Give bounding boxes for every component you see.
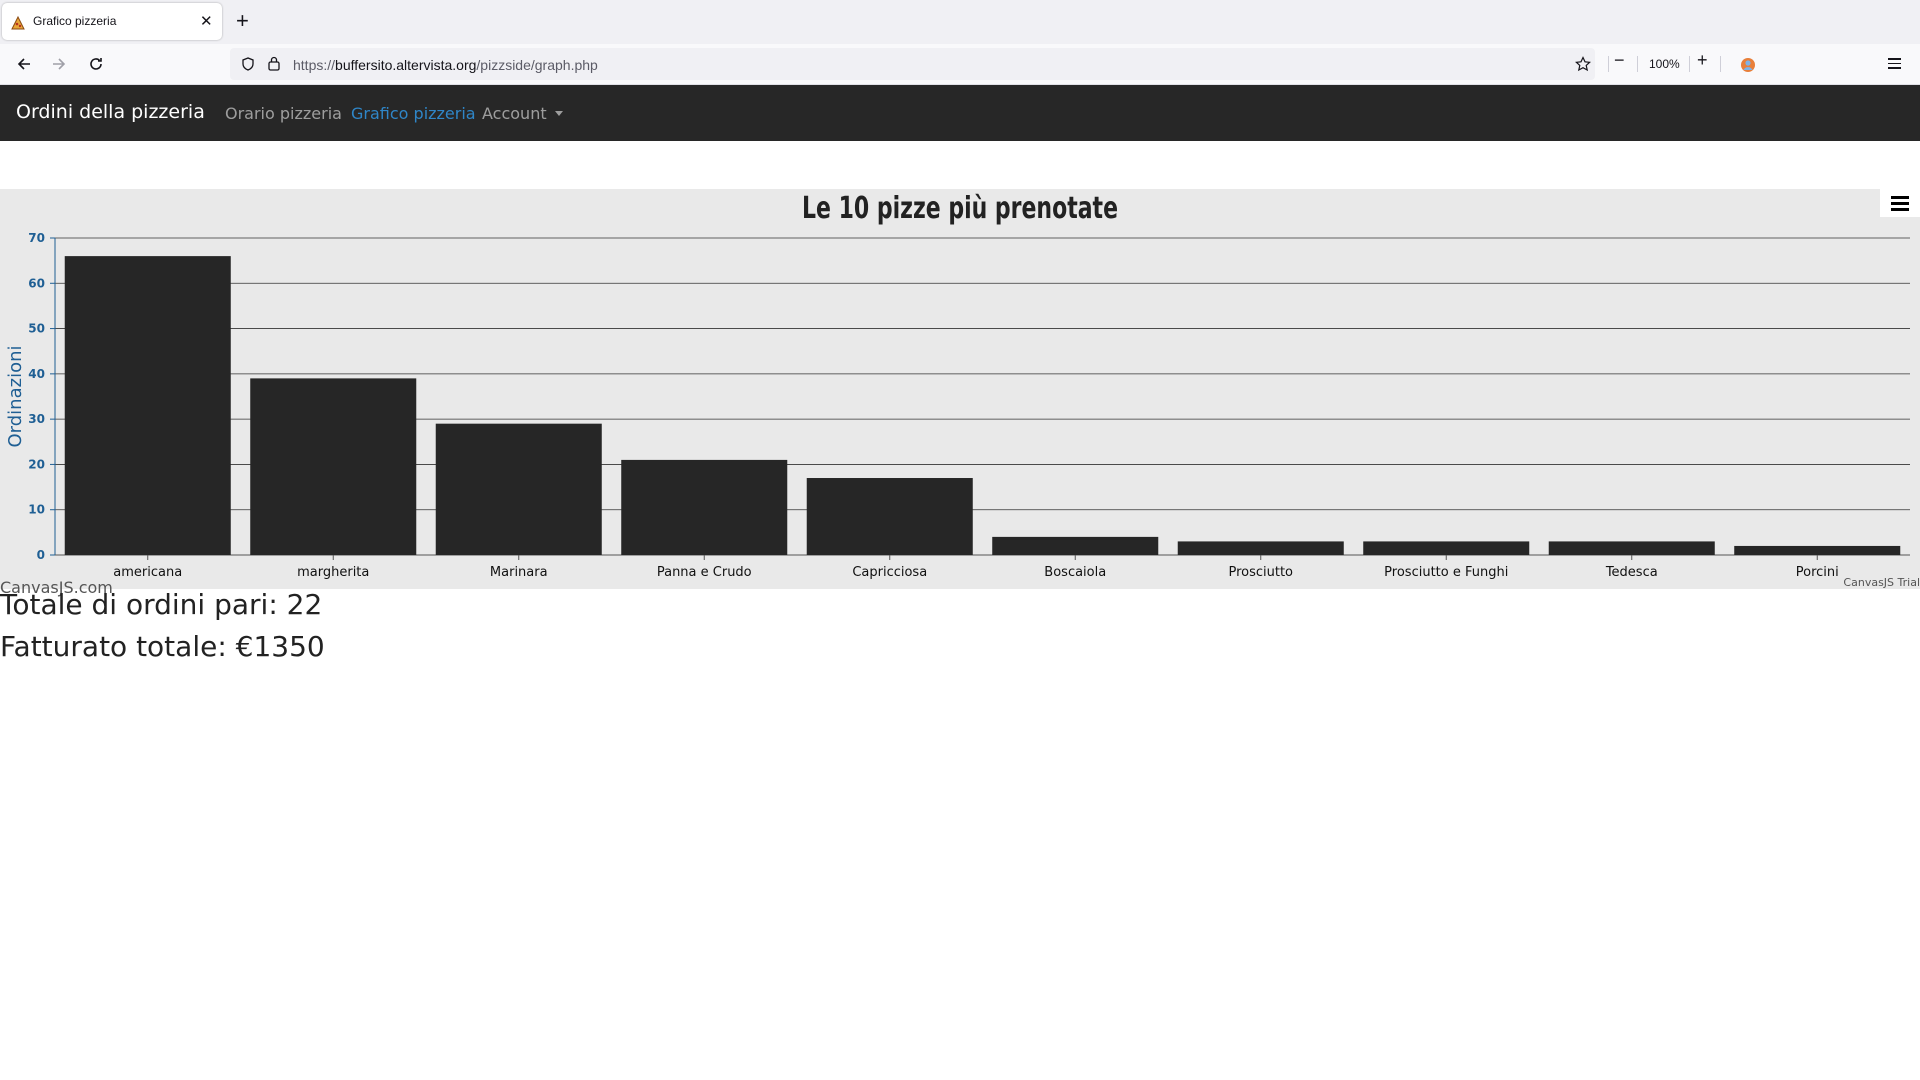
zoom-level[interactable]: 100%	[1649, 57, 1680, 71]
toolbar-separator	[1608, 56, 1609, 72]
pizza-favicon-icon	[11, 15, 25, 30]
site-navbar: Ordini della pizzeria Orario pizzeria Gr…	[0, 85, 1920, 141]
chart-title: Le 10 pizze più prenotate	[802, 191, 1118, 226]
bar-chart: Le 10 pizze più prenotate 0 10 20 30 40 50 60 70…	[5, 191, 1910, 580]
x-tick-label: Marinara	[490, 565, 548, 580]
new-tab-icon[interactable]: +	[236, 8, 249, 33]
canvasjs-credit-link[interactable]: CanvasJS.com	[0, 578, 113, 597]
account-avatar-icon[interactable]	[1740, 57, 1756, 73]
bar-2	[435, 423, 602, 555]
x-tick-label: Boscaiola	[1044, 565, 1106, 580]
browser-toolbar: https://buffersito.altervista.org/pizzsi…	[0, 44, 1920, 85]
reload-icon[interactable]	[84, 52, 108, 76]
y-tick-label: 30	[28, 412, 45, 426]
chart-container: Le 10 pizze più prenotate 0 10 20 30 40 50 60 70…	[0, 189, 1920, 589]
toolbar-separator	[1720, 56, 1721, 72]
bookmark-star-icon[interactable]	[1575, 56, 1591, 72]
browser-tab-bar: Grafico pizzeria ✕ +	[0, 0, 1920, 44]
tab-title: Grafico pizzeria	[33, 14, 117, 28]
back-arrow-icon[interactable]	[12, 52, 36, 76]
bar-3	[621, 459, 788, 555]
y-tick-label: 60	[28, 276, 45, 290]
nav-account-dropdown[interactable]: Account	[482, 104, 563, 123]
x-tick-label: margherita	[297, 565, 369, 580]
zoom-out-icon[interactable]: −	[1614, 50, 1625, 70]
y-axis-title: Ordinazioni	[5, 346, 26, 448]
x-tick-label: americana	[113, 565, 182, 580]
tab-close-icon[interactable]: ✕	[200, 12, 213, 30]
x-tick-label: Prosciutto	[1228, 565, 1293, 580]
x-tick-label: Capricciosa	[852, 565, 927, 580]
toolbar-separator	[1637, 56, 1638, 72]
x-tick-label: Prosciutto e Funghi	[1384, 565, 1508, 580]
nav-account-label: Account	[482, 104, 547, 123]
y-tick-label: 20	[28, 457, 45, 471]
shield-icon[interactable]	[241, 57, 255, 71]
total-orders-text: Totale di ordini pari: 22	[0, 588, 323, 621]
bar-9	[1734, 545, 1901, 555]
nav-link-grafico[interactable]: Grafico pizzeria	[351, 104, 476, 123]
x-tick-label: Porcini	[1796, 565, 1839, 580]
app-menu-icon[interactable]	[1888, 58, 1901, 69]
url-bar[interactable]: https://buffersito.altervista.org/pizzsi…	[230, 48, 1595, 80]
x-tick-label: Tedesca	[1605, 565, 1658, 580]
y-tick-label: 0	[37, 548, 45, 562]
bar-8	[1548, 541, 1715, 555]
bar-0	[64, 256, 231, 555]
browser-tab[interactable]: Grafico pizzeria ✕	[2, 3, 222, 40]
y-tick-label: 70	[28, 231, 45, 245]
caret-down-icon	[554, 111, 563, 116]
bar-4	[806, 478, 973, 555]
y-tick-label: 40	[28, 367, 45, 381]
chart-menu-icon[interactable]	[1880, 189, 1920, 217]
canvasjs-trial-label: CanvasJS Trial	[1843, 576, 1920, 589]
x-tick-label: Panna e Crudo	[657, 565, 752, 580]
forward-arrow-icon[interactable]	[47, 52, 71, 76]
url-text[interactable]: https://buffersito.altervista.org/pizzsi…	[293, 57, 598, 73]
nav-link-orario[interactable]: Orario pizzeria	[225, 104, 342, 123]
site-brand[interactable]: Ordini della pizzeria	[16, 101, 205, 123]
bar-6	[1177, 541, 1344, 555]
y-tick-label: 50	[28, 322, 45, 336]
zoom-in-icon[interactable]: +	[1697, 50, 1708, 70]
lock-icon[interactable]	[267, 56, 281, 71]
bar-1	[250, 378, 417, 555]
total-revenue-text: Fatturato totale: €1350	[0, 630, 325, 663]
bar-7	[1363, 541, 1530, 555]
y-tick-label: 10	[28, 503, 45, 517]
toolbar-separator	[1689, 56, 1690, 72]
bar-5	[992, 536, 1159, 555]
